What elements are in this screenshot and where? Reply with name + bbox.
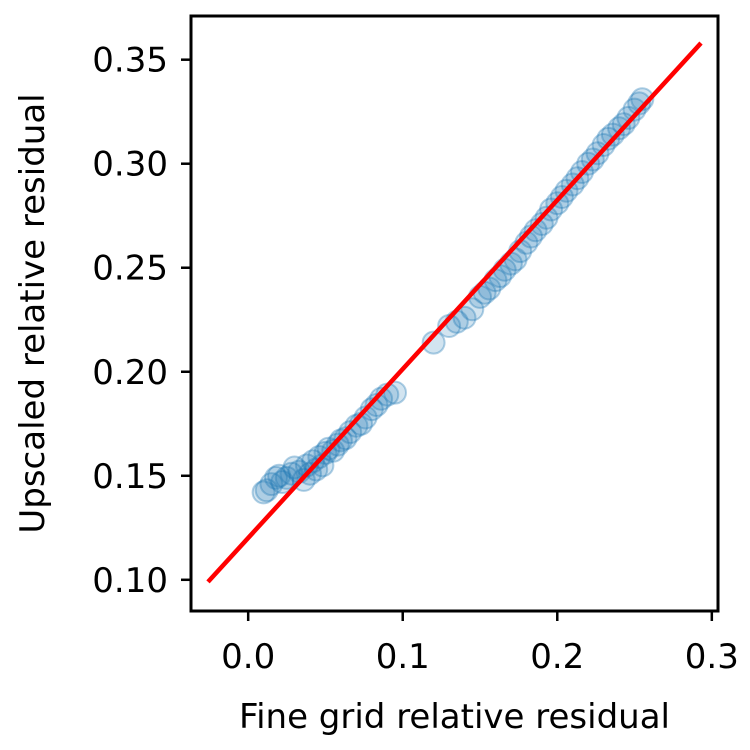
scatter-point	[607, 116, 632, 141]
scatter-point	[254, 478, 279, 503]
scatter-point	[591, 133, 616, 157]
plot-frame	[189, 14, 720, 613]
scatter-point	[301, 449, 326, 474]
scatter-point	[364, 393, 389, 417]
scatter-point	[338, 420, 363, 445]
scatter-points	[251, 87, 655, 505]
scatter-point	[274, 465, 299, 490]
scatter-point	[344, 413, 369, 438]
scatter-point	[534, 205, 559, 230]
scatter-point	[369, 386, 394, 411]
scatter-point	[452, 305, 477, 330]
scatter-point	[325, 432, 350, 457]
scatter-point	[333, 426, 358, 451]
scatter-point	[421, 330, 446, 355]
y-tick-label: 0.35	[92, 41, 168, 81]
scatter-point	[259, 472, 284, 497]
y-tick-label: 0.10	[92, 561, 168, 601]
scatter-point	[264, 465, 288, 490]
y-tick-label: 0.30	[92, 145, 168, 185]
scatter-point	[627, 91, 652, 116]
x-axis-label: Fine grid relative residual	[239, 697, 670, 737]
scatter-point	[359, 397, 384, 422]
x-tick-label: 0.0	[221, 637, 275, 677]
x-tick-label: 0.1	[376, 637, 430, 677]
scatter-point	[251, 480, 276, 505]
scatter-point	[519, 224, 543, 249]
scatter-point	[460, 297, 485, 322]
scatter-point	[523, 218, 548, 243]
scatter-point	[267, 463, 292, 488]
scatter-point	[304, 457, 329, 482]
scatter-point	[616, 105, 641, 130]
y-axis-label: Upscaled relative residual	[13, 93, 53, 533]
scatter-point	[279, 461, 304, 486]
x-axis: 0.0 0.1 0.2 0.3	[221, 611, 739, 677]
fit-line	[206, 41, 703, 584]
scatter-point	[270, 470, 295, 494]
y-tick-label: 0.15	[92, 457, 168, 497]
scatter-point	[596, 126, 621, 151]
scatter-point	[437, 314, 462, 338]
scatter-point	[600, 122, 625, 147]
scatter-point	[321, 438, 346, 463]
fit-line-layer	[206, 41, 703, 584]
x-tick-label: 0.3	[685, 637, 739, 677]
x-tick-label: 0.2	[530, 637, 584, 677]
scatter-point	[282, 455, 307, 480]
y-tick-label: 0.20	[92, 353, 168, 393]
y-tick-label: 0.25	[92, 249, 168, 289]
y-axis: 0.10 0.15 0.20 0.25 0.30 0.35	[92, 41, 191, 601]
scatter-point	[622, 97, 647, 122]
scatter-point	[529, 212, 554, 236]
